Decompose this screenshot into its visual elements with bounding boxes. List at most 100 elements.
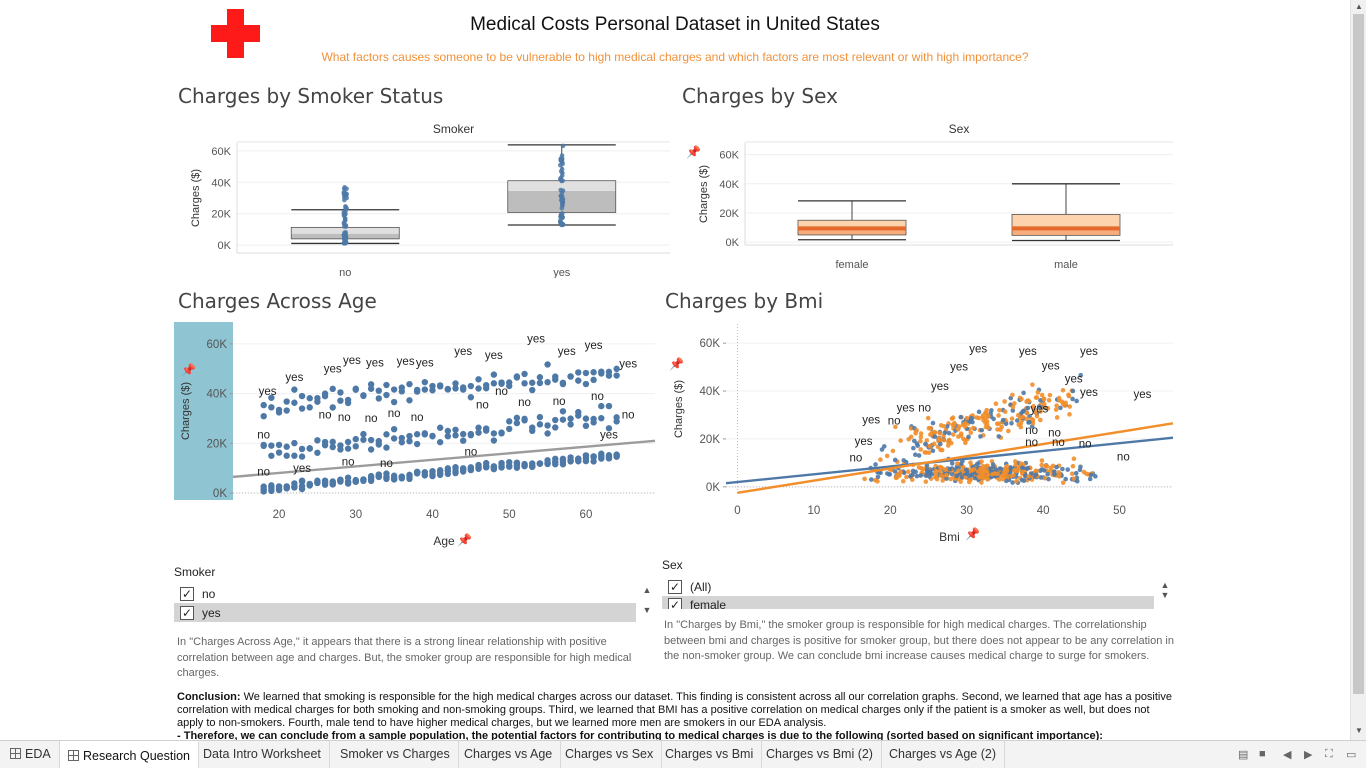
note-bmi: In "Charges by Bmi," the smoker group is… bbox=[664, 619, 1174, 662]
data-point bbox=[1016, 422, 1022, 427]
data-point bbox=[1088, 472, 1094, 478]
data-point bbox=[1003, 478, 1009, 484]
data-point bbox=[1012, 467, 1018, 473]
data-point bbox=[558, 157, 564, 163]
mark-label: no bbox=[411, 412, 424, 424]
data-point bbox=[963, 467, 969, 472]
data-point bbox=[1071, 476, 1077, 482]
mark-label: no bbox=[319, 409, 332, 421]
data-point bbox=[946, 430, 952, 436]
data-point bbox=[951, 432, 956, 437]
tab-eda[interactable]: EDA bbox=[0, 741, 60, 768]
data-point bbox=[459, 437, 467, 444]
data-point bbox=[559, 416, 567, 423]
data-point bbox=[291, 483, 298, 490]
data-point bbox=[329, 438, 336, 446]
data-point bbox=[413, 468, 421, 476]
scroll-up-icon[interactable]: ▲ bbox=[1355, 2, 1363, 11]
bmi-scatter-chart[interactable]: 0K 20K 40K 60K 0 10 20 30 40 50 Bmi Charges ($) 📌 📌 ye… bbox=[663, 322, 1178, 547]
tab-list-icon[interactable]: ■ bbox=[1259, 748, 1266, 760]
mark-label: yes bbox=[585, 340, 603, 352]
data-point bbox=[513, 373, 521, 380]
data-point bbox=[421, 430, 429, 437]
sheet-title-bmi: Charges by Bmi bbox=[665, 289, 824, 313]
age-scatter-chart[interactable]: 0K 20K 40K 60K 20 30 40 50 60 Age Charges ($) 📌 📌 yes… bbox=[173, 322, 659, 552]
data-point bbox=[598, 368, 605, 375]
filter-scroll-sex[interactable]: ▲ ▼ bbox=[1160, 580, 1170, 600]
data-point bbox=[1038, 397, 1043, 403]
filter-item-no[interactable]: ✓ no bbox=[180, 586, 216, 601]
scroll-down-icon[interactable]: ▼ bbox=[1355, 726, 1363, 735]
pin-icon: 📌 bbox=[457, 532, 472, 547]
checkbox-checked-icon[interactable]: ✓ bbox=[180, 586, 194, 601]
data-point bbox=[275, 441, 283, 449]
checkbox-checked-icon[interactable]: ✓ bbox=[668, 598, 682, 609]
data-point bbox=[513, 464, 521, 471]
fullscreen-icon[interactable]: ⛶ bbox=[1325, 748, 1333, 760]
data-point bbox=[996, 434, 1002, 439]
mark-label: yes bbox=[485, 350, 503, 362]
filter-scroll-smoker[interactable]: ▲ ▼ bbox=[642, 585, 652, 615]
prev-tab-icon[interactable]: ◀ bbox=[1283, 749, 1292, 761]
tab-research-question[interactable]: Research Question bbox=[60, 741, 200, 768]
vertical-scrollbar[interactable]: ▲ ▼ bbox=[1350, 0, 1366, 740]
presentation-icon[interactable]: ▭ bbox=[1346, 749, 1357, 761]
data-point bbox=[582, 455, 590, 462]
data-point bbox=[913, 452, 918, 458]
mark-label: yes bbox=[558, 346, 576, 358]
data-point bbox=[452, 432, 459, 439]
data-point bbox=[1042, 475, 1048, 481]
tab-smoker-vs-charges[interactable]: Smoker vs Charges bbox=[332, 741, 459, 768]
data-point bbox=[506, 463, 513, 470]
film-strip-icon[interactable]: ▤ bbox=[1238, 749, 1249, 761]
data-point bbox=[406, 432, 413, 440]
mark-label: yes bbox=[969, 344, 987, 356]
data-point bbox=[931, 441, 937, 447]
mark-label: yes bbox=[897, 402, 915, 414]
data-point bbox=[544, 459, 551, 467]
tab-charges-vs-bmi[interactable]: Charges vs Bmi bbox=[657, 741, 763, 768]
data-point bbox=[536, 460, 544, 467]
tab-charges-vs-age-2[interactable]: Charges vs Age (2) bbox=[881, 741, 1005, 768]
checkbox-checked-icon[interactable]: ✓ bbox=[668, 579, 682, 594]
filter-item-female[interactable]: ✓ female bbox=[662, 596, 1154, 609]
sex-boxplot-chart[interactable]: Sex 0K 20K 40K 60K Charges ($) female male 📌 bbox=[680, 118, 1180, 278]
smoker-boxplot-chart[interactable]: Smoker 0K 20K 40K 60K Charges ($) no yes bbox=[175, 118, 675, 278]
data-point bbox=[931, 429, 937, 435]
data-point bbox=[598, 402, 605, 410]
mark-label: yes bbox=[931, 381, 949, 393]
x-category-label: no bbox=[339, 267, 351, 278]
data-point bbox=[329, 404, 336, 411]
data-point bbox=[1020, 414, 1026, 420]
y-tick-label: 0K bbox=[726, 237, 740, 249]
data-point bbox=[1070, 396, 1075, 402]
checkbox-checked-icon[interactable]: ✓ bbox=[180, 605, 194, 620]
data-point bbox=[951, 422, 957, 428]
data-point bbox=[390, 435, 398, 442]
tab-charges-vs-age[interactable]: Charges vs Age bbox=[456, 741, 562, 768]
mark-label: yes bbox=[1030, 404, 1048, 416]
data-point bbox=[1026, 419, 1032, 425]
tab-charges-vs-bmi-2[interactable]: Charges vs Bmi (2) bbox=[758, 741, 882, 768]
data-point bbox=[901, 458, 907, 463]
data-point bbox=[268, 487, 275, 495]
data-point bbox=[344, 478, 352, 486]
scrollbar-thumb[interactable] bbox=[1353, 14, 1364, 694]
pin-icon: 📌 bbox=[669, 356, 684, 371]
data-point bbox=[483, 385, 490, 392]
filter-item-yes[interactable]: ✓ yes bbox=[174, 603, 636, 622]
filter-item-all[interactable]: ✓ (All) bbox=[668, 579, 712, 594]
note-age: In "Charges Across Age," it appears that… bbox=[177, 636, 632, 679]
data-point bbox=[1060, 387, 1066, 393]
tab-data-intro-worksheet[interactable]: Data Intro Worksheet bbox=[195, 741, 330, 768]
box-lower bbox=[798, 228, 906, 235]
data-point bbox=[904, 474, 909, 480]
mark-label: yes bbox=[324, 363, 342, 375]
data-point bbox=[590, 369, 597, 376]
tab-charges-vs-sex[interactable]: Charges vs Sex bbox=[557, 741, 663, 768]
data-point bbox=[1038, 409, 1043, 414]
data-point bbox=[1026, 398, 1032, 404]
data-point bbox=[924, 472, 930, 478]
next-tab-icon[interactable]: ▶ bbox=[1304, 749, 1313, 761]
conclusion-label: Conclusion: bbox=[177, 691, 241, 703]
